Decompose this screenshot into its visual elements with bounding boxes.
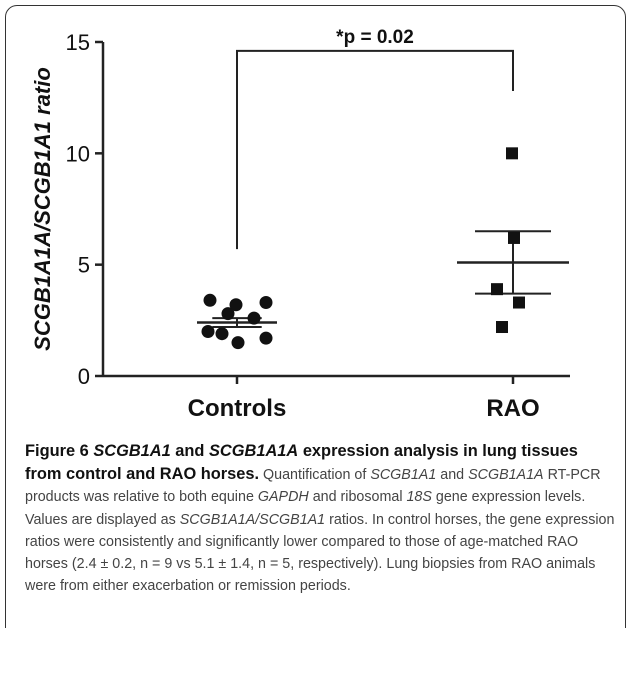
body-run-4: RT-PCR products was relative to both equ… [25, 467, 601, 506]
y-tick-label: 15 [66, 30, 90, 55]
figure-title: SCGB1A1 and SCGB1A1A expression analysis… [25, 442, 578, 483]
control-point [231, 336, 245, 350]
rao-point [508, 231, 520, 244]
figure-caption: Figure 6 SCGB1A1 and SCGB1A1A expression… [25, 440, 615, 597]
control-point [259, 331, 273, 345]
bottom-margin [0, 628, 633, 676]
rao-point [506, 147, 518, 160]
body-run-2: and [436, 467, 469, 484]
chart-axes: 0 5 10 15 Controls RAO SCGB1A1A/SCGB1A1 ratio [30, 30, 570, 422]
significance-label: *p = 0.02 [336, 27, 414, 48]
figure-label: Figure 6 [25, 442, 94, 460]
body-run-7: 18S [406, 489, 432, 506]
rao-point [513, 296, 525, 309]
rao-point [491, 283, 503, 296]
control-point [259, 296, 273, 310]
body-run-10: ratios. In control horses, the gene expr… [25, 511, 615, 595]
body-run-5: GAPDH [257, 489, 309, 506]
body-run-0: Quantification of [259, 467, 371, 484]
figure-frame [5, 5, 626, 669]
body-run-1: SCGB1A1 [370, 467, 437, 484]
y-tick-label: 10 [66, 141, 90, 166]
caption-body: Quantification of SCGB1A1 and SCGB1A1A R… [25, 467, 614, 594]
control-point [229, 298, 243, 312]
control-point [215, 327, 229, 341]
body-run-8: gene expression levels. Values are displ… [25, 489, 586, 528]
control-point [221, 307, 235, 321]
control-point [203, 293, 217, 307]
title-run-0: SCGB1A1 [93, 442, 171, 460]
control-point [247, 311, 261, 325]
x-tick-label: RAO [486, 395, 539, 422]
chart-marks: *p = 0.02 [197, 27, 569, 350]
y-tick-label: 0 [78, 364, 90, 389]
x-tick-label: Controls [188, 395, 287, 422]
title-run-2: SCGB1A1A [209, 442, 299, 460]
body-run-9: SCGB1A1A/SCGB1A1 [179, 511, 326, 528]
title-run-1: and [170, 442, 209, 460]
body-run-6: and ribosomal [308, 489, 407, 506]
control-point [201, 324, 215, 338]
y-tick-label: 5 [78, 253, 90, 278]
rao-point [496, 321, 508, 334]
title-run-3: expression analysis in lung tissues from… [25, 442, 578, 484]
significance-bracket [236, 49, 514, 250]
body-run-3: SCGB1A1A [468, 467, 544, 484]
y-axis-title: SCGB1A1A/SCGB1A1 ratio [30, 67, 55, 351]
